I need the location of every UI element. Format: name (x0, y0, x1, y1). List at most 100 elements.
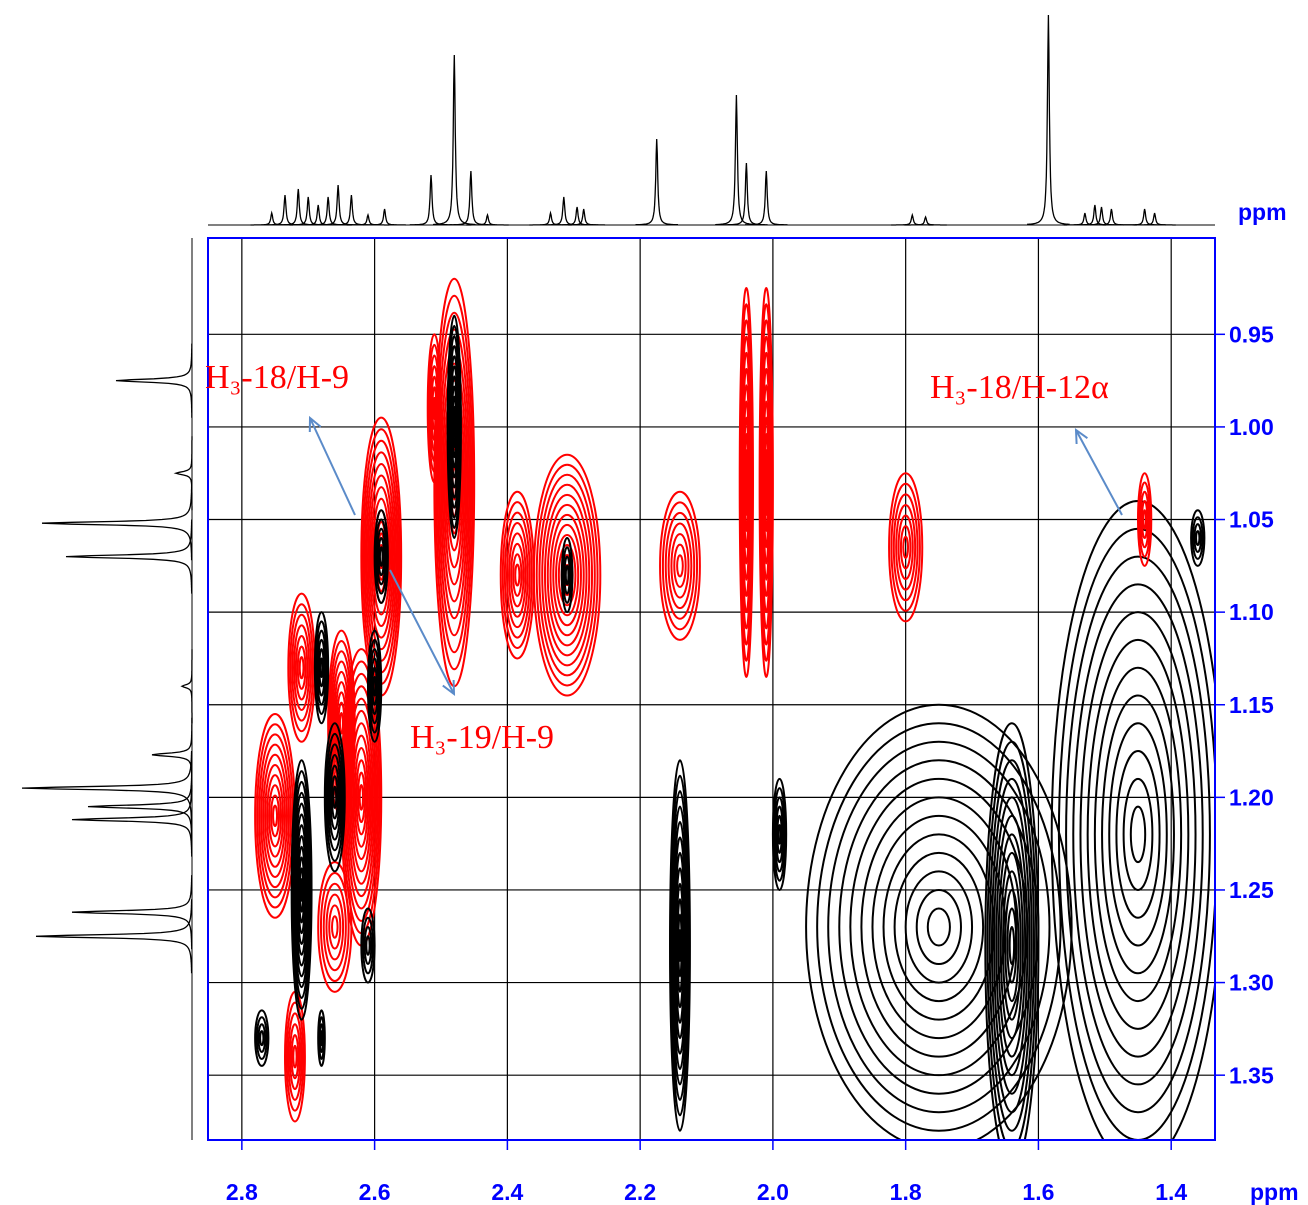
projection-peak (363, 208, 406, 226)
plot-frame (207, 237, 1216, 1141)
projection-peak (409, 174, 453, 226)
contour-ring (1190, 509, 1206, 567)
contour-ring (899, 525, 912, 570)
contour-ring (372, 675, 377, 697)
contour-ring (299, 878, 304, 902)
contour-ring (369, 648, 381, 725)
arrow-head (308, 415, 322, 433)
contour-ring (1193, 523, 1203, 553)
contour-ring (563, 555, 571, 595)
x-tick-label: 1.8 (890, 1179, 922, 1205)
x-tick-label: 2.6 (359, 1179, 391, 1205)
contour-ring (895, 503, 917, 591)
projection-peak (1123, 208, 1167, 226)
contour-ring (363, 926, 373, 966)
contour-ring (296, 645, 307, 690)
contour-ring (1138, 481, 1151, 558)
contour-ring (254, 1009, 270, 1067)
projection-peak (71, 782, 193, 857)
contour-ring (365, 935, 371, 956)
y-tick-label: 0.95 (1229, 321, 1274, 347)
projection-peak (449, 170, 493, 226)
projection-peak (1080, 206, 1123, 226)
contour-ring (289, 603, 314, 733)
contour-ring (317, 638, 326, 697)
projection-peak (1026, 14, 1070, 226)
contour-ring (258, 733, 292, 899)
contour-ring (366, 462, 396, 651)
contour-ring (287, 1012, 303, 1101)
contour-ring (926, 907, 951, 947)
projection-peak (466, 212, 509, 226)
projection-peak (287, 196, 330, 226)
contour-ring (1129, 805, 1147, 864)
contour-ring (1195, 530, 1201, 546)
contour-ring (892, 493, 919, 602)
contour-ring (368, 474, 394, 639)
projection-peak (745, 170, 788, 226)
y-axis-label: ppm (1238, 199, 1287, 225)
contour-ring (360, 907, 376, 984)
contour-ring (293, 624, 311, 712)
contour-ring (257, 1023, 267, 1054)
contour-ring (882, 833, 996, 1021)
contour-ring (670, 533, 690, 599)
contour-ring (285, 1001, 305, 1112)
x-axis-label: ppm (1250, 1179, 1299, 1205)
projection-peak (306, 196, 350, 226)
annotation: H₃-18/H-12α (930, 369, 1109, 406)
y-tick-label: 1.00 (1229, 414, 1274, 440)
contour-ring (432, 396, 437, 420)
contour-ring (1006, 907, 1018, 984)
projection-peak (115, 343, 193, 418)
projection-peak (180, 649, 193, 724)
y-tick-label: 1.15 (1229, 692, 1274, 718)
contour-ring (266, 774, 285, 858)
contour-ring (1122, 777, 1154, 891)
contour-ring (541, 483, 594, 667)
contour-ring (997, 833, 1027, 1058)
projection-peak (316, 184, 360, 226)
contour-ring (560, 537, 574, 614)
contour-ring (990, 777, 1033, 1114)
arrow-head (442, 679, 456, 697)
contour-ring (676, 554, 684, 578)
contour-ring (557, 543, 577, 607)
y-tick-label: 1.10 (1229, 599, 1274, 625)
contour-ring (1079, 611, 1197, 1058)
contour-ring (1057, 527, 1215, 1140)
contour-ring (764, 465, 768, 500)
projection-peak (346, 212, 390, 226)
contour-ring (777, 824, 782, 845)
y-tick-label: 1.05 (1229, 507, 1274, 533)
contour-ring (325, 732, 345, 862)
contour-ring (326, 743, 343, 852)
contour-ring (771, 777, 788, 891)
projection-peak (65, 519, 193, 594)
contour-ring (543, 493, 591, 657)
contour-ring (816, 722, 1062, 1132)
contour-ring (827, 740, 1051, 1114)
projection-peak (725, 162, 768, 226)
contour-ring (993, 796, 1031, 1095)
contour-ring (352, 734, 371, 861)
contour-ring (1050, 500, 1215, 1140)
contour-ring (371, 666, 378, 706)
contour-ring (355, 759, 368, 836)
contour-ring (370, 657, 379, 716)
contour-ring (319, 1030, 324, 1047)
arrow-head (1074, 427, 1088, 445)
contour-ring (366, 629, 383, 743)
contour-ring (564, 564, 570, 586)
contour-ring (294, 634, 309, 701)
contour-ring (1093, 666, 1183, 1003)
y-tick-label: 1.30 (1229, 970, 1274, 996)
projection-peak (35, 899, 193, 974)
x-tick-label: 1.4 (1155, 1179, 1187, 1205)
contour-ring (897, 514, 914, 581)
contour-ring (373, 509, 389, 604)
contour-ring (995, 814, 1029, 1077)
x-tick-label: 2.8 (226, 1179, 258, 1205)
contour-ring (316, 629, 327, 706)
